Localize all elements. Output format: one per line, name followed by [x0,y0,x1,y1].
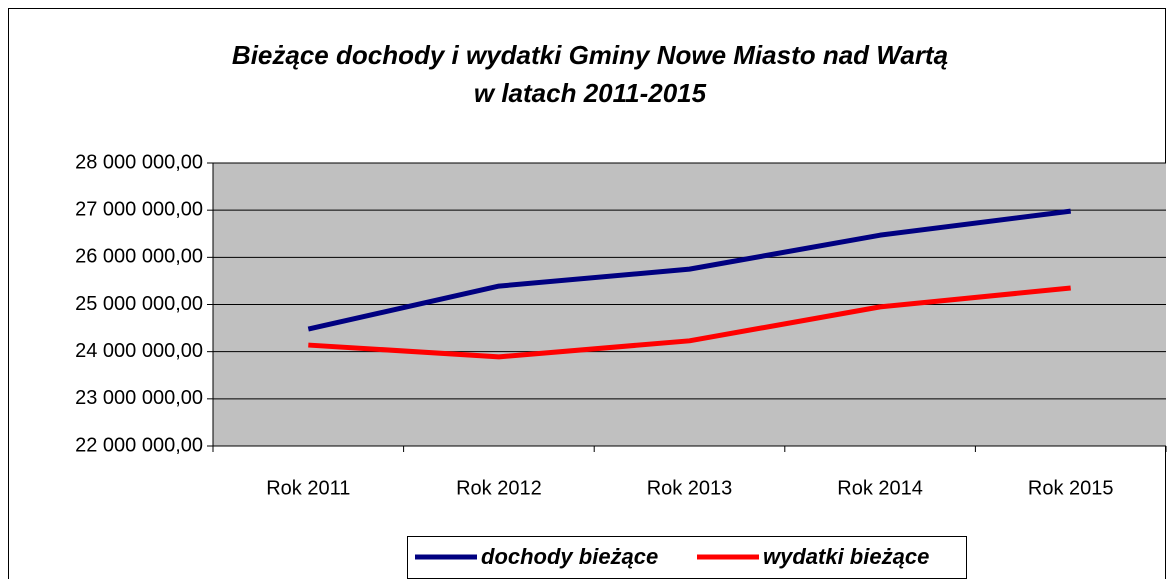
y-tick-label: 27 000 000,00 [75,198,203,220]
data-line [307,208,1072,332]
y-tick-label: 25 000 000,00 [75,293,203,315]
legend-box [407,536,967,579]
y-tick-label: 22 000 000,00 [75,434,203,456]
legend-label: dochody bieżące [481,544,658,569]
y-tick-label: 24 000 000,00 [75,340,203,362]
chart-title: w latach 2011-2015 [474,78,707,108]
x-tick-label: Rok 2011 [266,477,350,499]
x-tick-label: Rok 2012 [456,477,542,499]
legend-label: wydatki bieżące [763,544,929,569]
data-line [308,285,1071,360]
y-tick-label: 26 000 000,00 [75,246,203,268]
x-tick-label: Rok 2014 [837,477,923,499]
chart-title: Bieżące dochody i wydatki Gminy Nowe Mia… [232,40,948,70]
x-tick-label: Rok 2015 [1028,477,1114,499]
x-tick-label: Rok 2013 [647,477,733,499]
y-tick-label: 28 000 000,00 [75,151,203,173]
y-tick-label: 23 000 000,00 [75,387,203,409]
